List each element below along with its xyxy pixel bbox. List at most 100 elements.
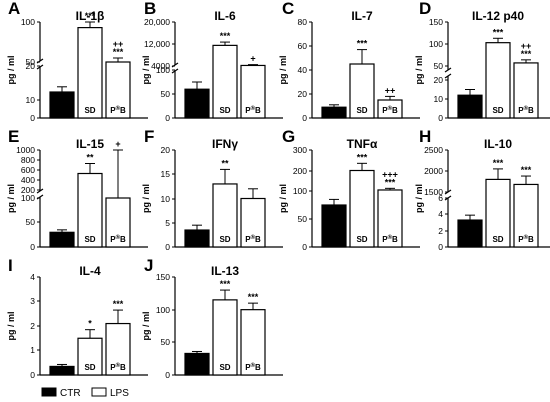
y-tick-label: 20 <box>434 75 444 85</box>
y-tick-label: 15 <box>161 169 171 179</box>
panel-title: IFNγ <box>212 137 238 151</box>
significance-marker: *** <box>493 27 504 37</box>
bar-label-b: B <box>120 235 126 244</box>
significance-marker: ** <box>221 158 229 168</box>
bar-label-sd: SD <box>84 235 95 244</box>
bar-pb <box>513 183 539 248</box>
bar-ctr <box>49 365 75 376</box>
bar-label-pb: P®B <box>110 105 126 115</box>
y-tick-label: 100 <box>156 305 170 315</box>
y-tick-label: 50 <box>434 61 444 71</box>
bar-label-pb: P®B <box>245 362 261 372</box>
y-axis-label: pg / ml <box>6 312 16 341</box>
significance-marker: ++ <box>385 85 396 95</box>
bar-label-sd: SD <box>356 106 367 115</box>
y-tick-label: 0 <box>165 370 170 380</box>
registered-mark: ® <box>116 105 121 112</box>
y-tick-label: 50 <box>161 337 171 347</box>
y-tick-label: 10 <box>161 194 171 204</box>
y-tick-label: 300 <box>293 145 307 155</box>
panel-title: IL-4 <box>79 264 101 278</box>
registered-mark: ® <box>251 105 256 112</box>
bar-label-pb: P®B <box>382 234 398 244</box>
panel-letter: G <box>282 127 295 146</box>
significance-marker: * <box>88 319 92 329</box>
registered-mark: ® <box>524 105 529 112</box>
y-tick-label: 0 <box>302 113 307 123</box>
bar-ctr <box>321 204 347 248</box>
y-axis-label: pg / ml <box>278 184 288 213</box>
bar-pb <box>240 309 266 376</box>
registered-mark: ® <box>388 234 393 241</box>
y-tick-label: 1500 <box>424 187 443 197</box>
y-tick-label: 10 <box>434 94 444 104</box>
bar-pb <box>377 189 403 248</box>
bar-ctr <box>457 94 483 119</box>
bar-label-b: B <box>255 235 261 244</box>
y-tick-label: 50 <box>26 217 36 227</box>
bar-ctr <box>184 88 210 119</box>
panel-letter: F <box>144 127 154 146</box>
panel-letter: J <box>144 256 153 275</box>
significance-marker: *** <box>493 158 504 168</box>
significance-marker: *** <box>248 292 259 302</box>
registered-mark: ® <box>116 362 121 369</box>
y-tick-label: 100 <box>21 193 35 203</box>
panel-title: IL-1β <box>76 9 105 23</box>
y-tick-label: 20 <box>161 145 171 155</box>
bar-label-sd: SD <box>219 235 230 244</box>
bar-label-p: P <box>382 106 388 115</box>
bar-label-pb: P®B <box>518 105 534 115</box>
axis-break-mark <box>171 68 179 74</box>
y-tick-label: 0 <box>30 370 35 380</box>
panel-title: IL-6 <box>214 9 236 23</box>
y-tick-label: 400 <box>21 175 35 185</box>
panel-title: IL-13 <box>211 264 239 278</box>
y-tick-label: 0 <box>30 113 35 123</box>
panel-letter: I <box>8 256 13 275</box>
bar-pb <box>105 61 131 119</box>
y-tick-label: 0 <box>438 242 443 252</box>
y-tick-label: 40 <box>298 65 308 75</box>
y-tick-label: 0 <box>165 242 170 252</box>
y-tick-label: 3 <box>30 296 35 306</box>
y-tick-label: 2000 <box>424 166 443 176</box>
y-tick-label: 4000 <box>151 61 170 71</box>
y-tick-label: 60 <box>298 41 308 51</box>
bar-label-b: B <box>392 235 398 244</box>
bar-label-b: B <box>255 363 261 372</box>
significance-marker: *** <box>521 49 532 59</box>
bar-label-sd: SD <box>492 235 503 244</box>
bar-pb <box>105 322 131 376</box>
y-tick-label: 150 <box>429 17 443 27</box>
panel-letter: H <box>419 127 431 146</box>
panel-I: I IL-4 pg / ml 0 1 2 3 4 * SD *** P®B <box>6 256 148 380</box>
y-tick-label: 50 <box>161 89 171 99</box>
significance-marker: +++ <box>382 169 398 179</box>
bar-pb <box>105 197 131 248</box>
y-tick-label: 0 <box>302 242 307 252</box>
legend: CTR LPS <box>41 387 129 399</box>
bar-label-sd: SD <box>219 106 230 115</box>
y-axis-label: pg / ml <box>6 184 16 213</box>
significance-marker: *** <box>113 47 124 57</box>
legend-swatch-lps <box>91 387 107 397</box>
bar-sd <box>349 63 375 119</box>
bar-label-pb: P®B <box>245 234 261 244</box>
panel-letter: E <box>8 127 19 146</box>
legend-label-ctr: CTR <box>60 388 81 399</box>
y-tick-label: 4 <box>30 272 35 282</box>
y-axis-label: pg / ml <box>141 184 151 213</box>
y-tick-label: 150 <box>156 272 170 282</box>
significance-marker: *** <box>113 299 124 309</box>
y-tick-label: 6 <box>438 193 443 203</box>
bar-label-p: P <box>245 235 251 244</box>
registered-mark: ® <box>388 105 393 112</box>
bar-sd <box>77 27 103 119</box>
significance-marker: *** <box>521 165 532 175</box>
bar-label-sd: SD <box>492 106 503 115</box>
bar-label-b: B <box>120 106 126 115</box>
